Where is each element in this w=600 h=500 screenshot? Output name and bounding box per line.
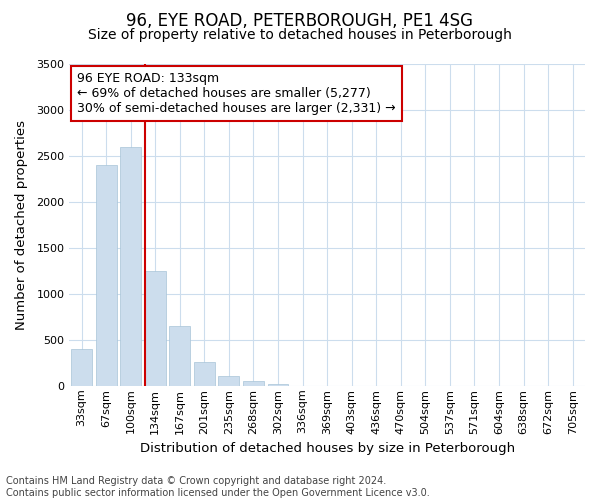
Text: Contains HM Land Registry data © Crown copyright and database right 2024.
Contai: Contains HM Land Registry data © Crown c… xyxy=(6,476,430,498)
Bar xyxy=(169,326,190,386)
Y-axis label: Number of detached properties: Number of detached properties xyxy=(15,120,28,330)
Bar xyxy=(145,271,166,386)
Text: 96 EYE ROAD: 133sqm
← 69% of detached houses are smaller (5,277)
30% of semi-det: 96 EYE ROAD: 133sqm ← 69% of detached ho… xyxy=(77,72,395,115)
Text: Size of property relative to detached houses in Peterborough: Size of property relative to detached ho… xyxy=(88,28,512,42)
Bar xyxy=(71,349,92,386)
Bar xyxy=(218,376,239,386)
Bar xyxy=(194,362,215,386)
X-axis label: Distribution of detached houses by size in Peterborough: Distribution of detached houses by size … xyxy=(140,442,515,455)
Bar xyxy=(120,147,141,386)
Bar xyxy=(243,381,264,386)
Bar xyxy=(96,165,116,386)
Bar xyxy=(268,384,289,386)
Text: 96, EYE ROAD, PETERBOROUGH, PE1 4SG: 96, EYE ROAD, PETERBOROUGH, PE1 4SG xyxy=(127,12,473,30)
